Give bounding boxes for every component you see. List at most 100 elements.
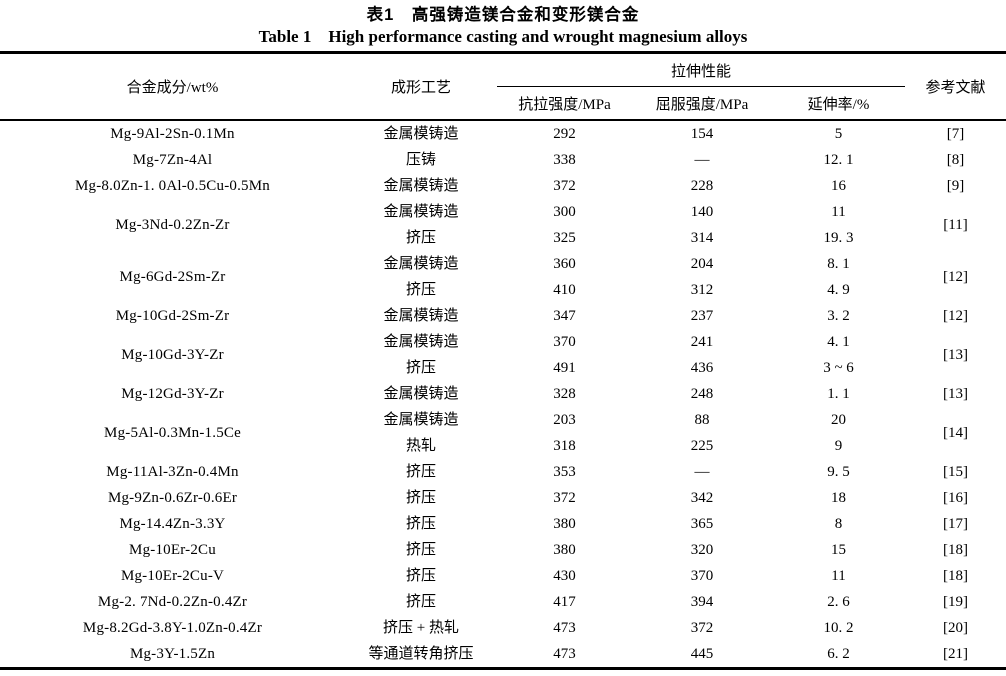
yield-strength-cell: 370: [690, 568, 714, 584]
header-references: 参考文献: [925, 80, 986, 96]
forming-process-cell: 金属模铸造: [383, 308, 459, 324]
table-row: Mg-10Gd-2Sm-Zr 金属模铸造 347 237 3. 2 [12]: [0, 303, 1006, 329]
yield-strength-cell: 140 314: [690, 204, 714, 246]
yield-strength-cell: —: [694, 152, 710, 168]
table-caption: 表1 高强铸造镁合金和变形镁合金 Table 1 High performanc…: [0, 0, 1006, 48]
yield-strength-cell: 241 436: [690, 334, 714, 376]
forming-process-cell: 金属模铸造: [383, 178, 459, 194]
forming-process-cell: 金属模铸造 挤压: [383, 256, 459, 298]
yield-strength-cell: 204 312: [690, 256, 714, 298]
table-title-zh: 表1 高强铸造镁合金和变形镁合金: [366, 6, 640, 24]
header-forming-process: 成形工艺: [390, 80, 451, 96]
elongation-cell: 2. 6: [827, 594, 850, 610]
table-row: Mg-10Gd-3Y-Zr 金属模铸造 挤压 370 491 241 436 4…: [0, 329, 1006, 381]
reference-cell: [7]: [946, 126, 965, 142]
alloy-composition-cell: Mg-8.0Zn-1. 0Al-0.5Cu-0.5Mn: [75, 178, 270, 194]
header-alloy-composition: 合金成分/wt%: [126, 80, 219, 96]
elongation-cell: 8. 1 4. 9: [827, 256, 850, 298]
elongation-cell: 1. 1: [827, 386, 850, 402]
alloy-composition-cell: Mg-10Er-2Cu-V: [120, 568, 225, 584]
elongation-cell: 12. 1: [823, 152, 854, 168]
tensile-strength-cell: 360 410: [553, 256, 576, 298]
table-row: Mg-8.2Gd-3.8Y-1.0Zn-0.4Zr 挤压 + 热轧 473 37…: [0, 615, 1006, 641]
table-row: Mg-9Al-2Sn-0.1Mn 金属模铸造 292 154 5 [7]: [0, 120, 1006, 147]
alloy-composition-cell: Mg-7Zn-4Al: [132, 152, 213, 168]
table-row: Mg-10Er-2Cu 挤压 380 320 15 [18]: [0, 537, 1006, 563]
tensile-strength-cell: 203 318: [553, 412, 576, 454]
tensile-strength-cell: 353: [553, 464, 576, 480]
tensile-strength-cell: 380: [553, 516, 576, 532]
tensile-strength-cell: 347: [553, 308, 576, 324]
tensile-strength-cell: 328: [553, 386, 576, 402]
reference-cell: [13]: [943, 347, 969, 363]
reference-cell: [8]: [946, 152, 965, 168]
elongation-cell: 9. 5: [827, 464, 850, 480]
table-row: Mg-5Al-0.3Mn-1.5Ce 金属模铸造 热轧 203 318 88 2…: [0, 407, 1006, 459]
alloy-composition-cell: Mg-10Gd-3Y-Zr: [121, 347, 224, 363]
elongation-cell: 10. 2: [823, 620, 854, 636]
forming-process-cell: 挤压: [405, 594, 436, 610]
alloy-composition-cell: Mg-3Y-1.5Zn: [129, 646, 216, 662]
tensile-strength-cell: 473: [553, 646, 576, 662]
forming-process-cell: 挤压: [405, 516, 436, 532]
alloy-composition-cell: Mg-5Al-0.3Mn-1.5Ce: [104, 425, 241, 441]
tensile-strength-cell: 370 491: [553, 334, 576, 376]
alloy-composition-cell: Mg-11Al-3Zn-0.4Mn: [106, 464, 239, 480]
forming-process-cell: 金属模铸造: [383, 386, 459, 402]
alloy-composition-cell: Mg-2. 7Nd-0.2Zn-0.4Zr: [97, 594, 248, 610]
yield-strength-cell: 372: [690, 620, 714, 636]
table-row: Mg-12Gd-3Y-Zr 金属模铸造 328 248 1. 1 [13]: [0, 381, 1006, 407]
forming-process-cell: 挤压: [405, 568, 436, 584]
reference-cell: [15]: [943, 464, 969, 480]
reference-cell: [19]: [943, 594, 969, 610]
elongation-cell: 11 19. 3: [823, 204, 854, 246]
forming-process-cell: 压铸: [405, 152, 436, 168]
yield-strength-cell: 154: [690, 126, 714, 142]
alloy-composition-cell: Mg-14.4Zn-3.3Y: [119, 516, 226, 532]
yield-strength-cell: 365: [690, 516, 714, 532]
forming-process-cell: 金属模铸造 挤压: [383, 334, 459, 376]
header-tensile-strength: 抗拉强度/MPa: [518, 96, 611, 113]
forming-process-cell: 金属模铸造 挤压: [383, 204, 459, 246]
table-row: Mg-3Nd-0.2Zn-Zr 金属模铸造 挤压 300 325 140 314…: [0, 199, 1006, 251]
reference-cell: [14]: [943, 425, 969, 441]
reference-cell: [21]: [943, 646, 969, 662]
header-elongation: 延伸率/%: [807, 96, 870, 113]
reference-cell: [12]: [943, 269, 969, 285]
table-row: Mg-9Zn-0.6Zr-0.6Er 挤压 372 342 18 [16]: [0, 485, 1006, 511]
tensile-strength-cell: 292: [553, 126, 576, 142]
elongation-cell: 3. 2: [827, 308, 850, 324]
reference-cell: [20]: [943, 620, 969, 636]
table-header: 合金成分/wt% 成形工艺 拉伸性能 参考文献 抗拉强度/MPa 屈服强度/MP…: [0, 52, 1006, 120]
reference-cell: [18]: [943, 568, 969, 584]
alloy-properties-table: 合金成分/wt% 成形工艺 拉伸性能 参考文献 抗拉强度/MPa 屈服强度/MP…: [0, 51, 1006, 670]
elongation-cell: 4. 1 3 ~ 6: [823, 334, 854, 376]
yield-strength-cell: 445: [690, 646, 714, 662]
table-body: Mg-9Al-2Sn-0.1Mn 金属模铸造 292 154 5 [7] Mg-…: [0, 120, 1006, 669]
forming-process-cell: 挤压 + 热轧: [383, 620, 459, 636]
forming-process-cell: 等通道转角挤压: [368, 646, 474, 662]
yield-strength-cell: 88 225: [690, 412, 714, 454]
tensile-strength-cell: 473: [553, 620, 576, 636]
table-row: Mg-3Y-1.5Zn 等通道转角挤压 473 445 6. 2 [21]: [0, 641, 1006, 669]
elongation-cell: 6. 2: [827, 646, 850, 662]
elongation-cell: 11: [831, 568, 846, 584]
forming-process-cell: 金属模铸造: [383, 126, 459, 142]
table-title-en: Table 1 High performance casting and wro…: [258, 27, 748, 46]
alloy-composition-cell: Mg-6Gd-2Sm-Zr: [119, 269, 226, 285]
reference-cell: [16]: [943, 490, 969, 506]
tensile-strength-cell: 372: [553, 490, 576, 506]
elongation-cell: 16: [831, 178, 846, 194]
tensile-strength-cell: 372: [553, 178, 576, 194]
table-row: Mg-14.4Zn-3.3Y 挤压 380 365 8 [17]: [0, 511, 1006, 537]
reference-cell: [12]: [943, 308, 969, 324]
tensile-strength-cell: 430: [553, 568, 576, 584]
elongation-cell: 5: [834, 126, 843, 142]
table-row: Mg-8.0Zn-1. 0Al-0.5Cu-0.5Mn 金属模铸造 372 22…: [0, 173, 1006, 199]
elongation-cell: 20 9: [831, 412, 846, 454]
table-row: Mg-11Al-3Zn-0.4Mn 挤压 353 — 9. 5 [15]: [0, 459, 1006, 485]
tensile-strength-cell: 380: [553, 542, 576, 558]
alloy-composition-cell: Mg-12Gd-3Y-Zr: [121, 386, 224, 402]
yield-strength-cell: —: [694, 464, 710, 480]
